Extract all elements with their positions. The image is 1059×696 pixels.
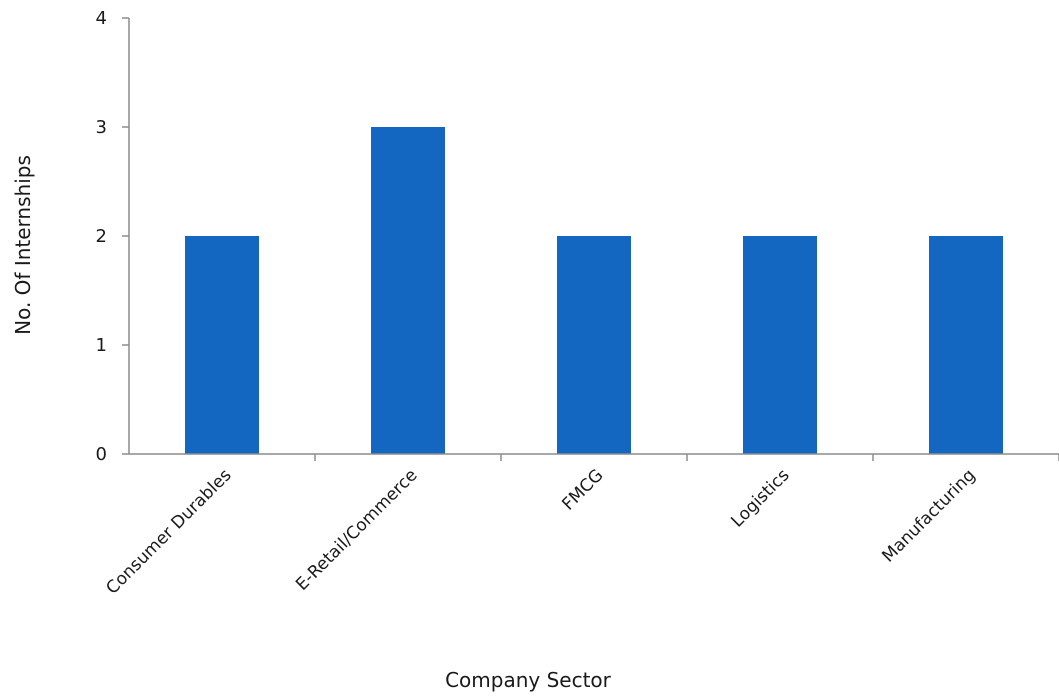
y-tick-label: 4 xyxy=(96,8,107,29)
x-category-label: Manufacturing xyxy=(878,465,979,566)
y-tick-label: 2 xyxy=(96,226,107,247)
bar-logistics xyxy=(743,236,817,454)
x-category-label: Logistics xyxy=(727,465,793,531)
axes-group xyxy=(122,17,1059,461)
y-tick-labels: 0 1 2 3 4 xyxy=(96,8,107,465)
x-category-label: Consumer Durables xyxy=(102,465,235,598)
x-category-label: FMCG xyxy=(558,465,607,514)
bar-fmcg xyxy=(557,236,631,454)
y-tick-label: 0 xyxy=(96,444,107,465)
x-axis-title: Company Sector xyxy=(445,668,612,692)
x-category-labels: Consumer Durables E-Retail/Commerce FMCG Lo… xyxy=(102,465,979,598)
y-tick-label: 3 xyxy=(96,117,107,138)
bar-manufacturing xyxy=(929,236,1003,454)
x-category-label: E-Retail/Commerce xyxy=(292,465,421,594)
bar-consumer-durables xyxy=(185,236,259,454)
y-axis-title: No. Of Internships xyxy=(11,155,35,335)
bars-group xyxy=(185,127,1003,454)
bar-e-retail-commerce xyxy=(371,127,445,454)
y-tick-label: 1 xyxy=(96,335,107,356)
